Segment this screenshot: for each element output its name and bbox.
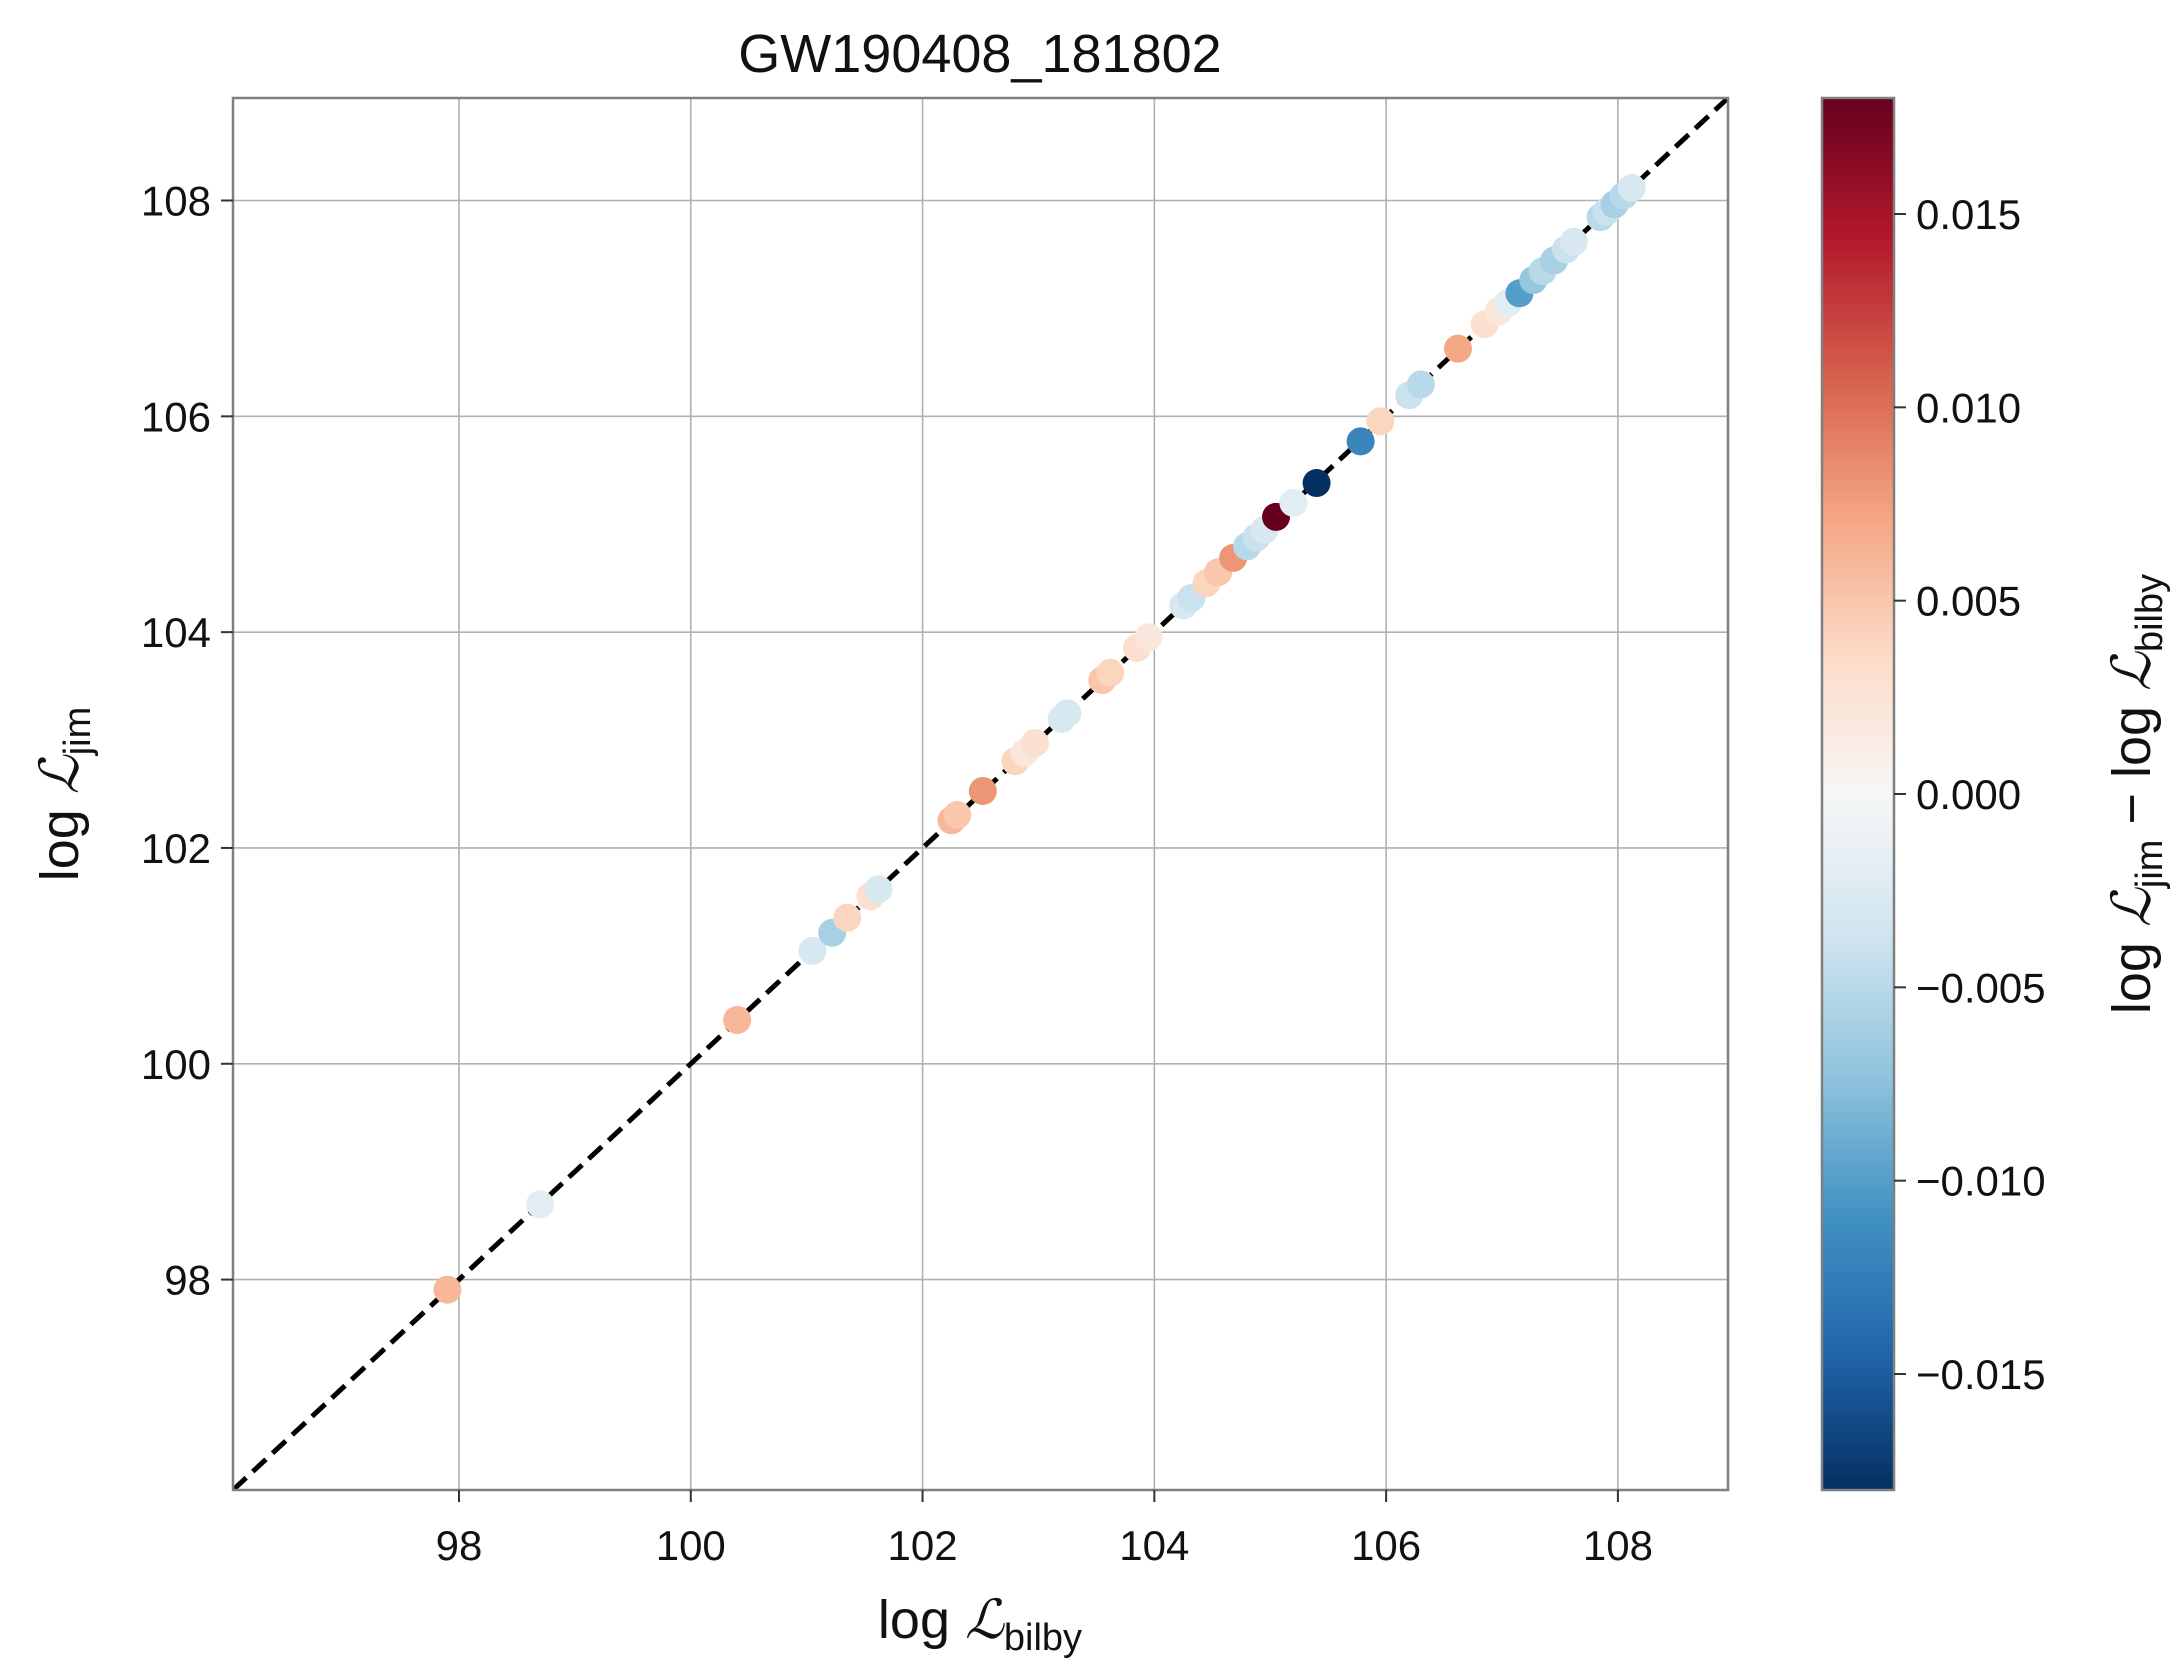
colorbar-label: log ℒjim − log ℒbilby [2100, 574, 2171, 1014]
colorbar-tick-label: −0.005 [1916, 964, 2046, 1011]
y-tick-label: 104 [141, 609, 211, 656]
colorbar-tick-label: 0.010 [1916, 384, 2021, 431]
scatter-point [1617, 173, 1646, 202]
scatter-point [1302, 469, 1331, 498]
y-tick-label: 100 [141, 1041, 211, 1088]
y-axis-ticks: 98 100 102 104 106 108 [141, 178, 233, 1304]
x-tick-label: 102 [888, 1522, 958, 1569]
x-axis-label: log ℒbilby [878, 1588, 1082, 1659]
scatter-point [1134, 623, 1163, 652]
scatter-point [1559, 227, 1588, 256]
x-tick-label: 104 [1119, 1522, 1189, 1569]
colorbar-label-b-symbol: ℒ [2100, 651, 2163, 691]
colorbar-tick-label: 0.015 [1916, 191, 2021, 238]
scatter-point [1020, 728, 1049, 757]
x-tick-label: 108 [1583, 1522, 1653, 1569]
y-axis-label-base: log [30, 794, 90, 881]
x-tick-label: 98 [436, 1522, 483, 1569]
x-tick-label: 106 [1351, 1522, 1421, 1569]
x-axis-ticks: 98 100 102 104 106 108 [436, 1490, 1653, 1569]
colorbar-label-a-subscript: jim [2129, 840, 2171, 890]
scatter-point [1443, 334, 1472, 363]
y-axis-label: log ℒjim [28, 707, 99, 882]
colorbar-tick-label: 0.000 [1916, 771, 2021, 818]
y-axis-label-subscript: jim [57, 707, 99, 757]
scatter-point [1346, 427, 1375, 456]
x-axis-label-symbol: ℒ [965, 1588, 1005, 1651]
colorbar-label-minus: − [2102, 778, 2162, 840]
scatter-point [1366, 407, 1395, 436]
y-axis-label-symbol: ℒ [28, 754, 91, 794]
scatter-point [833, 903, 862, 932]
colorbar-tick-label: 0.005 [1916, 578, 2021, 625]
y-tick-label: 98 [164, 1257, 211, 1304]
scatter-point [943, 801, 972, 830]
colorbar-ticks: 0.015 0.010 0.005 0.000 −0.005 −0.010 −0.015 [1894, 191, 2046, 1398]
scatter-point [1406, 370, 1435, 399]
x-tick-label: 100 [656, 1522, 726, 1569]
scatter-point [798, 936, 827, 965]
colorbar-label-a-symbol: ℒ [2100, 887, 2163, 927]
colorbar-label-a-base: log [2102, 927, 2162, 1014]
scatter-point [526, 1190, 555, 1219]
scatter-point [1053, 699, 1082, 728]
scatter-point [723, 1005, 752, 1034]
chart-title: GW190408_181802 [738, 24, 1221, 84]
y-tick-label: 106 [141, 393, 211, 440]
scatter-point [1096, 658, 1125, 687]
y-tick-label: 102 [141, 825, 211, 872]
grid-lines [233, 98, 1728, 1490]
colorbar-label-b-subscript: bilby [2129, 574, 2171, 652]
x-axis-label-base: log [878, 1590, 965, 1650]
scatter-point [968, 776, 997, 805]
colorbar-label-b-base: log [2102, 691, 2162, 778]
scatter-point [433, 1275, 462, 1304]
colorbar-tick-label: −0.010 [1916, 1158, 2046, 1205]
plot-frame [231, 96, 1730, 1492]
y-tick-label: 108 [141, 178, 211, 225]
scatter-points [433, 173, 1646, 1304]
colorbar [1820, 96, 1896, 1492]
scatter-point [1279, 488, 1308, 517]
colorbar-tick-label: −0.015 [1916, 1351, 2046, 1398]
scatter-point [864, 875, 893, 904]
x-axis-label-subscript: bilby [1004, 1617, 1082, 1659]
